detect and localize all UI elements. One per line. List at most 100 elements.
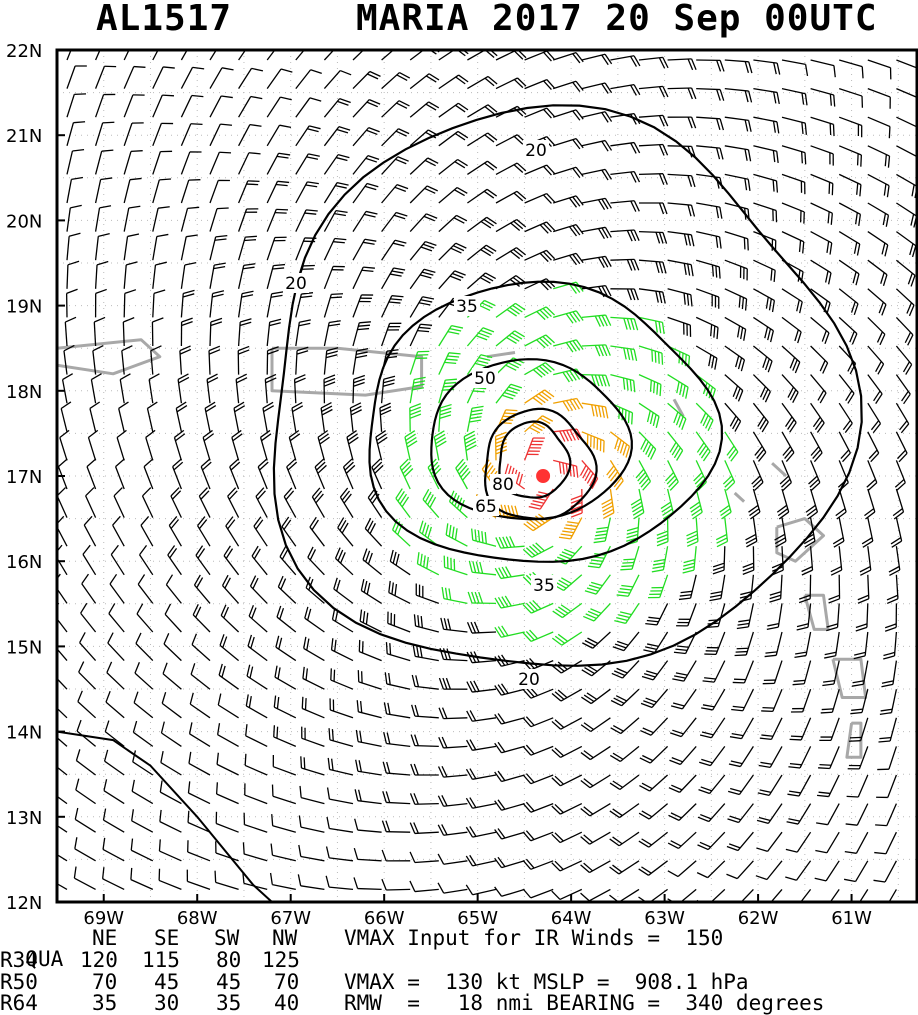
wind-barb <box>75 808 95 832</box>
barb-feather <box>638 472 646 481</box>
barb-staff <box>410 158 428 174</box>
barb-feather <box>642 676 653 679</box>
storm-center-marker <box>536 469 550 483</box>
barb-staff <box>256 496 267 517</box>
barb-staff <box>868 232 888 245</box>
barb-staff <box>393 530 411 546</box>
barb-feather <box>527 522 536 529</box>
barb-staff <box>639 375 661 385</box>
barb-feather <box>243 842 244 854</box>
barb-staff <box>234 408 239 432</box>
barb-feather <box>757 449 764 458</box>
wind-barb <box>713 546 725 574</box>
barb-feather <box>362 270 374 271</box>
barb-feather <box>768 361 772 372</box>
wind-barb <box>610 775 639 789</box>
barb-feather <box>725 479 733 487</box>
barb-staff <box>639 346 662 353</box>
barb-feather <box>853 272 856 283</box>
barb-feather <box>777 63 780 74</box>
barb-feather <box>47 837 49 848</box>
barb-feather <box>488 76 497 83</box>
barb-staff <box>358 830 382 832</box>
barb-feather <box>901 424 908 433</box>
barb-staff <box>58 467 67 489</box>
south-america-coastline <box>57 732 272 902</box>
barb-staff <box>562 603 581 617</box>
barb-staff <box>582 227 606 231</box>
barb-feather <box>847 796 859 797</box>
wind-barb <box>133 750 153 775</box>
wind-barb <box>249 605 267 632</box>
wind-barb <box>582 403 608 418</box>
barb-feather <box>424 269 435 272</box>
barb-feather <box>746 299 747 311</box>
barb-staff <box>176 408 181 431</box>
barb-staff <box>502 832 525 839</box>
barb-feather <box>543 337 552 345</box>
lon-tick-label: 62W <box>738 908 779 929</box>
barb-feather <box>813 450 821 459</box>
barb-staff <box>410 186 427 203</box>
wind-barb <box>296 347 308 374</box>
wind-barb <box>782 146 806 165</box>
wind-barb <box>700 718 725 738</box>
wind-barb <box>811 375 826 404</box>
wind-barb <box>818 746 839 768</box>
wind-barb <box>410 46 439 60</box>
barb-feather <box>161 751 163 762</box>
barb-feather <box>415 705 418 716</box>
barb-feather <box>445 379 457 380</box>
wind-barb <box>757 804 782 824</box>
barb-feather <box>478 530 479 542</box>
barb-feather <box>386 642 387 654</box>
barb-staff <box>525 194 547 203</box>
barb-feather <box>717 148 720 159</box>
barb-feather <box>543 308 551 316</box>
barb-feather <box>67 289 78 293</box>
barb-staff <box>753 203 776 211</box>
barb-feather <box>337 129 348 132</box>
barb-staff <box>868 489 875 512</box>
barb-feather <box>684 293 685 305</box>
radii-col-ne: NE <box>92 928 117 949</box>
wind-barb <box>868 89 890 109</box>
wind-barb <box>581 804 611 816</box>
barb-feather <box>424 555 425 567</box>
barb-feather <box>384 376 395 379</box>
barb-staff <box>324 99 339 118</box>
barb-feather <box>768 329 771 340</box>
barb-feather <box>659 262 662 273</box>
wind-barb <box>707 603 725 627</box>
wind-barb <box>725 60 752 73</box>
barb-staff <box>324 294 331 317</box>
barb-staff <box>619 804 639 818</box>
barb-feather <box>795 652 807 654</box>
wind-barb <box>353 239 376 260</box>
barb-feather <box>669 479 677 487</box>
lat-tick-label: 12N <box>6 893 42 914</box>
barb-feather <box>777 151 778 163</box>
wind-barb <box>67 150 84 175</box>
wind-barb <box>382 129 410 146</box>
barb-staff <box>679 832 697 848</box>
barb-feather <box>766 359 770 370</box>
barb-feather <box>305 607 308 618</box>
wind-barb <box>814 889 839 909</box>
barb-feather <box>272 814 273 826</box>
barb-feather <box>723 476 731 484</box>
barb-feather <box>818 768 830 769</box>
barb-staff <box>333 620 353 632</box>
wind-barb <box>210 236 227 261</box>
barb-feather <box>552 863 560 871</box>
barb-feather <box>390 274 402 276</box>
wind-barb <box>380 403 391 432</box>
barb-feather <box>573 465 574 477</box>
barb-feather <box>270 319 281 322</box>
lat-tick-label: 14N <box>6 723 42 744</box>
barb-feather <box>220 124 232 125</box>
wind-barb <box>896 146 917 169</box>
wind-barb <box>267 237 286 260</box>
wind-barb <box>410 793 438 804</box>
wind-barb <box>893 489 903 519</box>
